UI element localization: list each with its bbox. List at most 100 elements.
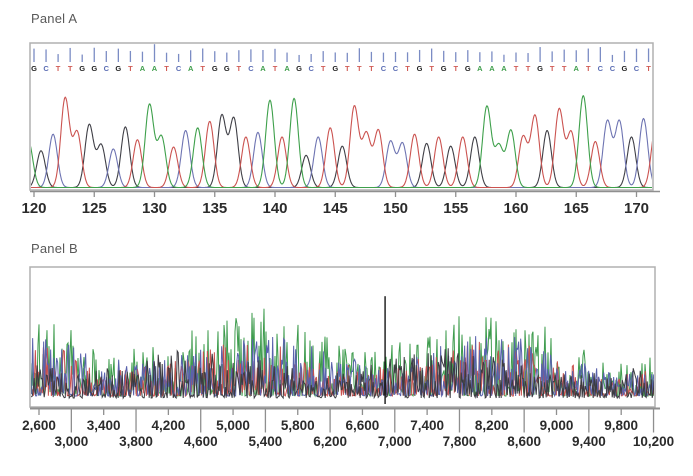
panel-b-tick-label: 4,600: [184, 434, 218, 449]
panel-a-tick-label: 165: [564, 200, 589, 217]
panel-b-axis: 2,6003,0003,4003,8004,2004,6005,0005,400…: [22, 407, 674, 449]
panel-b-tick-label: 10,200: [633, 434, 674, 449]
base-call-letter: T: [273, 64, 278, 73]
base-call-letter: G: [115, 64, 121, 73]
base-call-letter: T: [453, 64, 458, 73]
panel-a-tick-label: 160: [503, 200, 528, 217]
base-call-letter: G: [224, 64, 230, 73]
panel-b-tick-label: 8,200: [475, 418, 509, 433]
panel-b-tick-label: 3,800: [119, 434, 153, 449]
panel-b-tick-label: 5,800: [281, 418, 315, 433]
base-call-letter: G: [622, 64, 628, 73]
panel-b-noise-traces: [31, 308, 654, 400]
panel-a-quality-bars: [33, 44, 650, 62]
base-call-letter: T: [128, 64, 133, 73]
panel-b-tick-label: 8,600: [507, 434, 541, 449]
panel-b-tick-label: 9,400: [572, 434, 606, 449]
base-call-letter: G: [212, 64, 218, 73]
base-call-letter: T: [429, 64, 434, 73]
panel-a-axis: 120 125 130 135 140 145 150 155 160 165 170: [21, 190, 660, 217]
panel-b-tick-label: 6,200: [313, 434, 347, 449]
base-call-letter: T: [237, 64, 242, 73]
trace-channel-A: [31, 95, 652, 189]
panel-a-tick-label: 125: [82, 200, 107, 217]
base-call-letter: T: [405, 64, 410, 73]
panel-b-tick-label: 3,400: [87, 418, 121, 433]
trace-channel-G: [31, 113, 652, 189]
panel-a-tick-label: 155: [443, 200, 468, 217]
base-call-letter: A: [489, 64, 495, 73]
panel-b-noise-channel-G: [31, 348, 654, 400]
panel-a-tick-label: 130: [142, 200, 167, 217]
base-call-letter: A: [477, 64, 483, 73]
panel-a-tick-label: 145: [323, 200, 348, 217]
base-call-letter: T: [345, 64, 350, 73]
base-call-letter: C: [393, 64, 399, 73]
panel-b-chromatogram: [29, 266, 656, 408]
base-call-letter: T: [369, 64, 374, 73]
base-call-letter: T: [164, 64, 169, 73]
base-call-letter: T: [526, 64, 531, 73]
base-call-letter: A: [501, 64, 507, 73]
base-call-letter: C: [381, 64, 387, 73]
panel-a-label: Panel A: [31, 11, 78, 26]
panel-b-tick-label: 6,600: [346, 418, 380, 433]
base-call-letter: C: [104, 64, 110, 73]
base-call-letter: T: [68, 64, 73, 73]
panel-b-label: Panel B: [31, 241, 78, 256]
base-call-letter: G: [417, 64, 423, 73]
panel-a-tick-label: 170: [624, 200, 649, 217]
base-call-letter: T: [321, 64, 326, 73]
base-call-letter: T: [550, 64, 555, 73]
base-call-letter: T: [357, 64, 362, 73]
base-call-letter: C: [308, 64, 314, 73]
trace-channel-T: [31, 96, 652, 189]
base-call-letter: T: [586, 64, 591, 73]
base-call-letter: C: [634, 64, 640, 73]
base-call-letter: A: [260, 64, 266, 73]
panel-b-tick-label: 9,800: [604, 418, 638, 433]
base-call-letter: G: [537, 64, 543, 73]
panel-b-tick-label: 9,000: [540, 418, 574, 433]
panel-a-tick-label: 140: [262, 200, 287, 217]
base-call-letter: A: [188, 64, 194, 73]
base-call-letter: G: [296, 64, 302, 73]
panel-a-frame: [29, 42, 654, 191]
panel-b-noise-channel-T: [31, 341, 654, 398]
base-call-letter: G: [441, 64, 447, 73]
base-call-letter: C: [598, 64, 604, 73]
base-call-letter: C: [43, 64, 49, 73]
base-call-letter: A: [574, 64, 580, 73]
base-call-letter: A: [140, 64, 146, 73]
base-call-letter: G: [79, 64, 85, 73]
panel-b-tick-label: 7,800: [443, 434, 477, 449]
panel-b-tick-label: 3,000: [54, 434, 88, 449]
base-call-letter: A: [152, 64, 158, 73]
base-call-letter: G: [332, 64, 338, 73]
base-call-letter: T: [646, 64, 651, 73]
base-call-letter: T: [56, 64, 61, 73]
panel-b-tick-label: 2,600: [22, 418, 56, 433]
base-call-letter: C: [610, 64, 616, 73]
panel-b-tick-label: 5,400: [249, 434, 283, 449]
base-call-letter: T: [200, 64, 205, 73]
panel-a-tick-label: 150: [383, 200, 408, 217]
panel-a-tick-label: 120: [21, 200, 46, 217]
panel-b-tick-label: 7,000: [378, 434, 412, 449]
base-call-letter: T: [514, 64, 519, 73]
base-call-letter: T: [562, 64, 567, 73]
base-call-letter: C: [248, 64, 254, 73]
panel-b-tick-label: 4,200: [151, 418, 185, 433]
panel-b-tick-label: 5,000: [216, 418, 250, 433]
base-call-letter: G: [465, 64, 471, 73]
panel-b-tick-label: 7,400: [410, 418, 444, 433]
panel-a-tick-label: 135: [202, 200, 227, 217]
base-call-letter: C: [176, 64, 182, 73]
base-call-letter: G: [31, 64, 37, 73]
base-call-letter: G: [91, 64, 97, 73]
base-call-letter: A: [284, 64, 290, 73]
